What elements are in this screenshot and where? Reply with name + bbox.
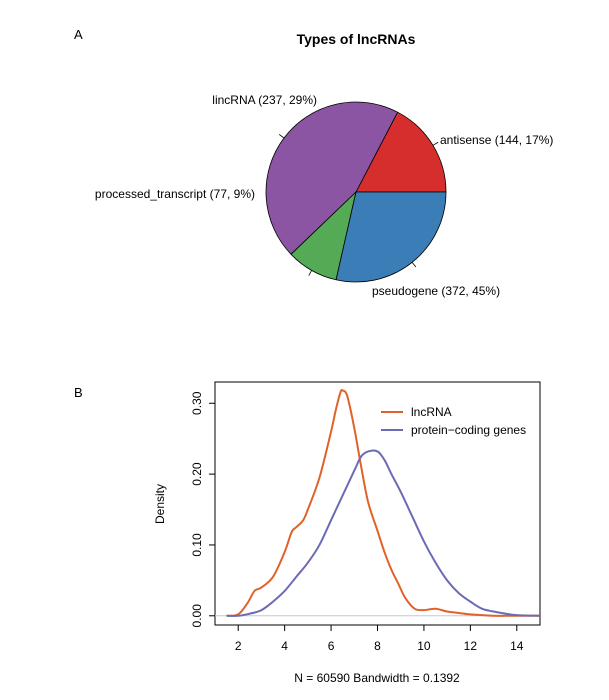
pie-tick-lincRNA [411,262,417,268]
density-lines [226,389,541,617]
y-tick-label: 0.10 [190,533,204,557]
panel-b-label: B [74,385,83,400]
y-axis-label: Density [153,484,167,524]
pie-slice-pseudogene [265,101,399,255]
pie-tick-antisense [432,141,439,146]
x-tick-label: 4 [281,639,288,653]
density-line-protein-coding [226,449,541,617]
pie-chart: Types of lncRNAs antisense (144, 17%) pse… [95,31,553,298]
pie-label-lincRNA: lincRNA (237, 29%) [212,93,317,107]
pie-label-antisense: antisense (144, 17%) [440,133,553,147]
legend: lncRNA protein−coding genes [381,405,526,437]
pie-tick-processed-transcript [308,270,313,276]
x-tick-label: 10 [417,639,431,653]
y-tick-label: 0.00 [190,604,204,628]
pie-slice-lincRNA [335,191,447,283]
x-tick-label: 8 [374,639,381,653]
x-tick-label: 6 [328,639,335,653]
pie-labels: antisense (144, 17%) pseudogene (372, 45%… [95,93,553,298]
y-tick-label: 0.20 [190,462,204,486]
plot-frame [214,381,541,626]
density-line-lncrna [226,389,540,617]
x-tick-label: 14 [510,639,524,653]
x-tick-label: 2 [235,639,242,653]
pie-label-processed-transcript: processed_transcript (77, 9%) [95,187,255,201]
y-tick-label: 0.30 [190,391,204,415]
pie-slice-antisense [355,111,447,193]
x-axis-label: N = 60590 Bandwidth = 0.1392 [294,671,460,685]
x-tick-label: 12 [464,639,478,653]
legend-label-protein-coding: protein−coding genes [411,423,526,437]
density-chart: 2 4 6 8 10 12 14 0.00 0.10 0.20 0.30 N = 60590 Ban… [153,381,541,685]
pie-label-pseudogene: pseudogene (372, 45%) [372,284,500,298]
panel-a-label: A [74,27,83,42]
legend-label-lncrna: lncRNA [411,405,452,419]
pie-slices [265,101,447,283]
pie-tick-pseudogene [278,134,285,139]
pie-title: Types of lncRNAs [297,31,416,47]
